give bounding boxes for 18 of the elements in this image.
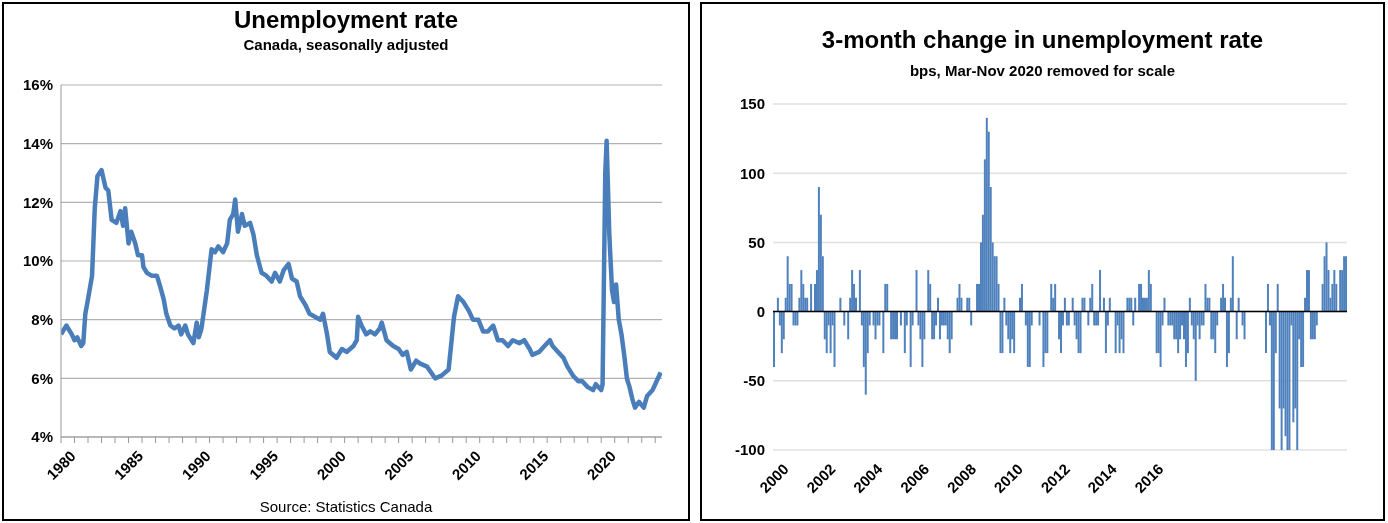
y-tick-label: 8% [31, 310, 53, 328]
y-tick-label: -50 [743, 372, 765, 390]
y-tick-label: 6% [31, 369, 53, 387]
y-tick-label: -100 [734, 441, 765, 459]
y-tick-label: 12% [22, 193, 53, 211]
chart-subtitle: Canada, seasonally adjusted [242, 36, 450, 53]
y-tick-label: 100 [739, 164, 765, 182]
chart-title: Unemployment rate [232, 6, 460, 34]
y-tick-label: 10% [22, 252, 53, 270]
chart-subtitle: bps, Mar-Nov 2020 removed for scale [908, 62, 1177, 79]
y-tick-label: 4% [31, 428, 53, 446]
chart-title: 3-month change in unemployment rate [820, 26, 1265, 54]
y-tick-label: 14% [22, 134, 53, 152]
source-note: Source: Statistics Canada [258, 498, 434, 515]
y-tick-label: 150 [739, 95, 765, 113]
y-tick-label: 50 [748, 233, 765, 251]
y-tick-label: 16% [22, 76, 53, 94]
y-tick-label: 0 [756, 302, 765, 320]
